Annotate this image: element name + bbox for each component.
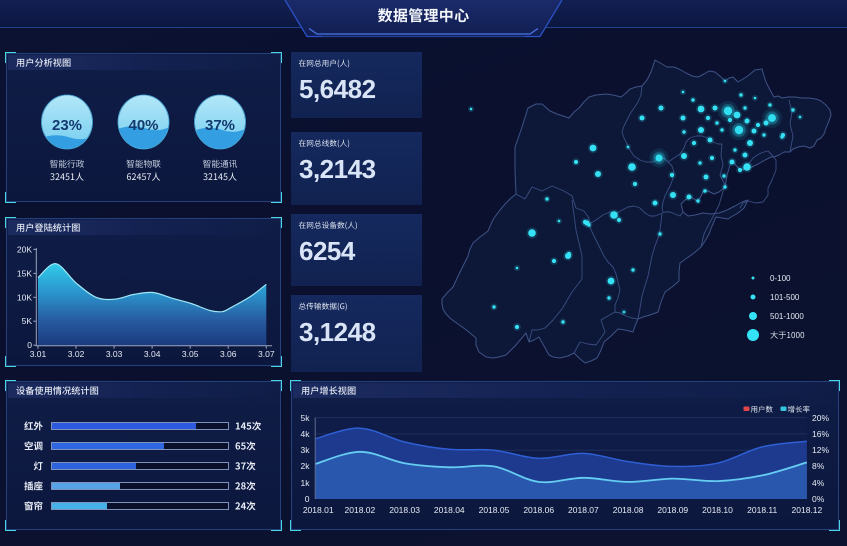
svg-text:1k: 1k: [301, 478, 311, 488]
svg-text:2018.08: 2018.08: [613, 505, 644, 515]
svg-text:3.01: 3.01: [30, 349, 47, 359]
svg-text:10K: 10K: [17, 292, 32, 302]
svg-text:2018.02: 2018.02: [345, 505, 376, 515]
svg-text:20%: 20%: [812, 413, 829, 423]
svg-text:3.04: 3.04: [144, 349, 161, 359]
svg-text:101-500: 101-500: [770, 293, 800, 302]
svg-text:2018.12: 2018.12: [792, 505, 823, 515]
svg-text:23%: 23%: [52, 117, 82, 134]
svg-text:12%: 12%: [812, 445, 829, 455]
svg-text:2018.09: 2018.09: [657, 505, 688, 515]
svg-text:0-100: 0-100: [770, 274, 791, 283]
svg-text:3.02: 3.02: [68, 349, 85, 359]
svg-text:2018.06: 2018.06: [523, 505, 554, 515]
svg-text:4%: 4%: [812, 478, 825, 488]
svg-text:20K: 20K: [17, 244, 32, 254]
svg-text:2018.03: 2018.03: [389, 505, 420, 515]
svg-text:501-1000: 501-1000: [770, 312, 804, 321]
svg-text:0%: 0%: [812, 494, 825, 504]
svg-text:3.03: 3.03: [106, 349, 123, 359]
svg-text:3.06: 3.06: [220, 349, 237, 359]
svg-text:37%: 37%: [205, 117, 235, 134]
svg-text:2018.01: 2018.01: [303, 505, 334, 515]
svg-text:3.07: 3.07: [258, 349, 275, 359]
svg-text:5K: 5K: [22, 316, 33, 326]
svg-text:2k: 2k: [301, 461, 311, 471]
svg-text:0: 0: [305, 494, 310, 504]
svg-text:0: 0: [27, 340, 32, 350]
svg-text:15K: 15K: [17, 268, 32, 278]
svg-text:3.05: 3.05: [182, 349, 199, 359]
svg-text:40%: 40%: [128, 117, 158, 134]
svg-text:2018.05: 2018.05: [479, 505, 510, 515]
svg-text:16%: 16%: [812, 429, 829, 439]
svg-text:2018.04: 2018.04: [434, 505, 465, 515]
svg-text:5k: 5k: [301, 413, 311, 423]
svg-text:2018.07: 2018.07: [568, 505, 599, 515]
svg-text:4k: 4k: [301, 429, 311, 439]
svg-text:8%: 8%: [812, 461, 825, 471]
svg-text:2018.11: 2018.11: [747, 505, 777, 515]
svg-text:2018.10: 2018.10: [702, 505, 733, 515]
svg-text:3k: 3k: [301, 445, 311, 455]
